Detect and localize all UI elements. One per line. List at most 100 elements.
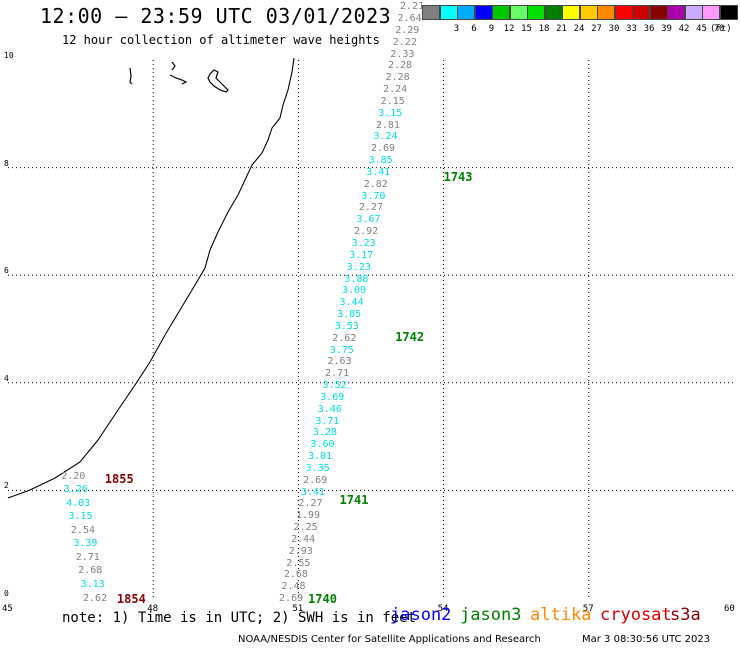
- swh-value: 4.03: [66, 497, 91, 509]
- pass-time-label: 1742: [395, 330, 425, 345]
- legend-label: 9: [488, 24, 495, 34]
- somalia-coastline: [7, 57, 295, 499]
- legend-label: 42: [678, 24, 690, 34]
- swh-value: 2.69: [371, 143, 396, 155]
- swh-value: 2.28: [387, 60, 413, 72]
- legend-label: 70: [713, 24, 725, 34]
- legend-unit: (ft): [710, 24, 732, 34]
- swh-value: 2.68: [283, 569, 308, 581]
- legend-label: 30: [608, 24, 620, 34]
- lon-tick-label: 57: [582, 604, 594, 614]
- legend-label: 18: [538, 24, 550, 34]
- swh-value: 3.13: [80, 578, 105, 590]
- swh-value: 2.25: [293, 522, 318, 534]
- swh-value: 2.63: [327, 356, 352, 368]
- swh-value: 3.69: [320, 391, 345, 403]
- swh-value: 2.68: [78, 565, 103, 577]
- swh-value: 3.53: [334, 320, 359, 332]
- lon-tick-label: 60: [724, 604, 735, 614]
- swh-value: 2.71: [325, 368, 350, 380]
- map-grid: [8, 60, 734, 598]
- pass-time-label: 1743: [443, 170, 473, 185]
- swh-value: 2.44: [291, 533, 316, 545]
- lat-tick-label: 6: [4, 266, 9, 276]
- swh-value: 1.99: [295, 510, 321, 522]
- swh-value: 2.55: [286, 557, 311, 569]
- swh-value: 2.29: [395, 24, 420, 36]
- satellite-name: altika: [530, 605, 592, 625]
- swh-value: 3.15: [68, 511, 93, 523]
- swh-value: 3.41: [300, 486, 325, 498]
- lat-tick-label: 0: [4, 589, 9, 598]
- swh-value: 3.23: [351, 237, 376, 249]
- pass-time-label: 1741: [339, 493, 369, 508]
- swh-value: 3.28: [312, 427, 337, 439]
- pass-time-label: 1740: [308, 592, 337, 607]
- swh-value: 2.81: [375, 119, 400, 131]
- legend-swatch: [719, 5, 738, 20]
- swh-value: 2.62: [332, 332, 357, 344]
- swh-value: 2.24: [383, 84, 408, 96]
- lon-tick-label: 54: [437, 604, 449, 614]
- legend-label: 33: [626, 24, 637, 34]
- swh-value: 2.69: [279, 593, 304, 605]
- swh-value: 3.46: [317, 403, 342, 415]
- swh-value: 3.70: [361, 190, 386, 202]
- legend-label: 15: [521, 24, 532, 34]
- legend-label: 27: [591, 24, 602, 34]
- satellite-name: cryosat: [600, 605, 672, 625]
- swh-value: 2.71: [75, 551, 100, 563]
- legend-label: 21: [556, 24, 567, 34]
- swh-value: 2.62: [83, 593, 108, 605]
- swh-value: 3.41: [366, 166, 391, 178]
- swh-value: 3.44: [339, 297, 364, 309]
- coastline: [7, 57, 295, 499]
- credit-timestamp: Mar 3 08:30:56 UTC 2023: [582, 634, 711, 645]
- swh-value: 2.92: [354, 226, 379, 238]
- swh-value: 3.71: [315, 415, 340, 427]
- swh-value: 2.64: [397, 13, 422, 25]
- swh-value: 2.20: [61, 470, 86, 482]
- socotra-island: [207, 69, 229, 93]
- swh-value: 3.39: [73, 538, 98, 550]
- legend-label: 39: [661, 24, 672, 34]
- satellite-name: s3a: [670, 605, 701, 625]
- swh-value: 2.28: [385, 72, 410, 84]
- map-title: 12:00 – 23:59 UTC 03/01/2023: [40, 4, 392, 28]
- lat-tick-label: 10: [4, 51, 14, 60]
- swh-value: 2.93: [288, 545, 313, 557]
- swh-value: 3.88: [344, 273, 369, 285]
- satellite-name: jason2: [390, 605, 452, 625]
- swh-value: 3.35: [305, 462, 330, 474]
- swh-value: 3.26: [63, 484, 88, 496]
- swh-value: 2.54: [70, 524, 95, 536]
- swh-value: 3.24: [373, 131, 398, 143]
- swh-value: 2.33: [390, 48, 415, 60]
- legend-label: 24: [573, 24, 585, 34]
- credit-text: NOAA/NESDIS Center for Satellite Applica…: [238, 634, 541, 645]
- footer-note: note: 1) Time is in UTC; 2) SWH is in fe…: [62, 610, 417, 626]
- swh-value: 3.15: [378, 107, 403, 119]
- legend-label: 12: [503, 24, 515, 34]
- legend-label: 36: [643, 24, 655, 34]
- swh-value: 2.21: [400, 1, 425, 13]
- swh-value: 3.67: [356, 214, 381, 226]
- swh-value: 3.52: [322, 380, 347, 392]
- swh-value: 3.01: [308, 451, 333, 463]
- legend-label: 3: [453, 24, 460, 34]
- map-subtitle: 12 hour collection of altimeter wave hei…: [62, 33, 380, 47]
- swh-value: 2.27: [358, 202, 383, 214]
- swh-value: 2.22: [392, 36, 417, 48]
- pass-time-label: 1854: [116, 592, 146, 607]
- island-outline-2: [169, 61, 188, 85]
- swh-value: 3.09: [341, 285, 367, 297]
- swh-value: 3.75: [329, 344, 354, 356]
- swh-value: 3.17: [349, 249, 374, 261]
- lon-tick-label: 51: [292, 604, 304, 614]
- swh-value: 2.82: [363, 178, 388, 190]
- swh-value: 3.85: [337, 309, 362, 320]
- swh-value: 2.48: [281, 581, 306, 593]
- lat-tick-label: 8: [4, 158, 9, 168]
- lon-tick-label: 45: [2, 604, 13, 614]
